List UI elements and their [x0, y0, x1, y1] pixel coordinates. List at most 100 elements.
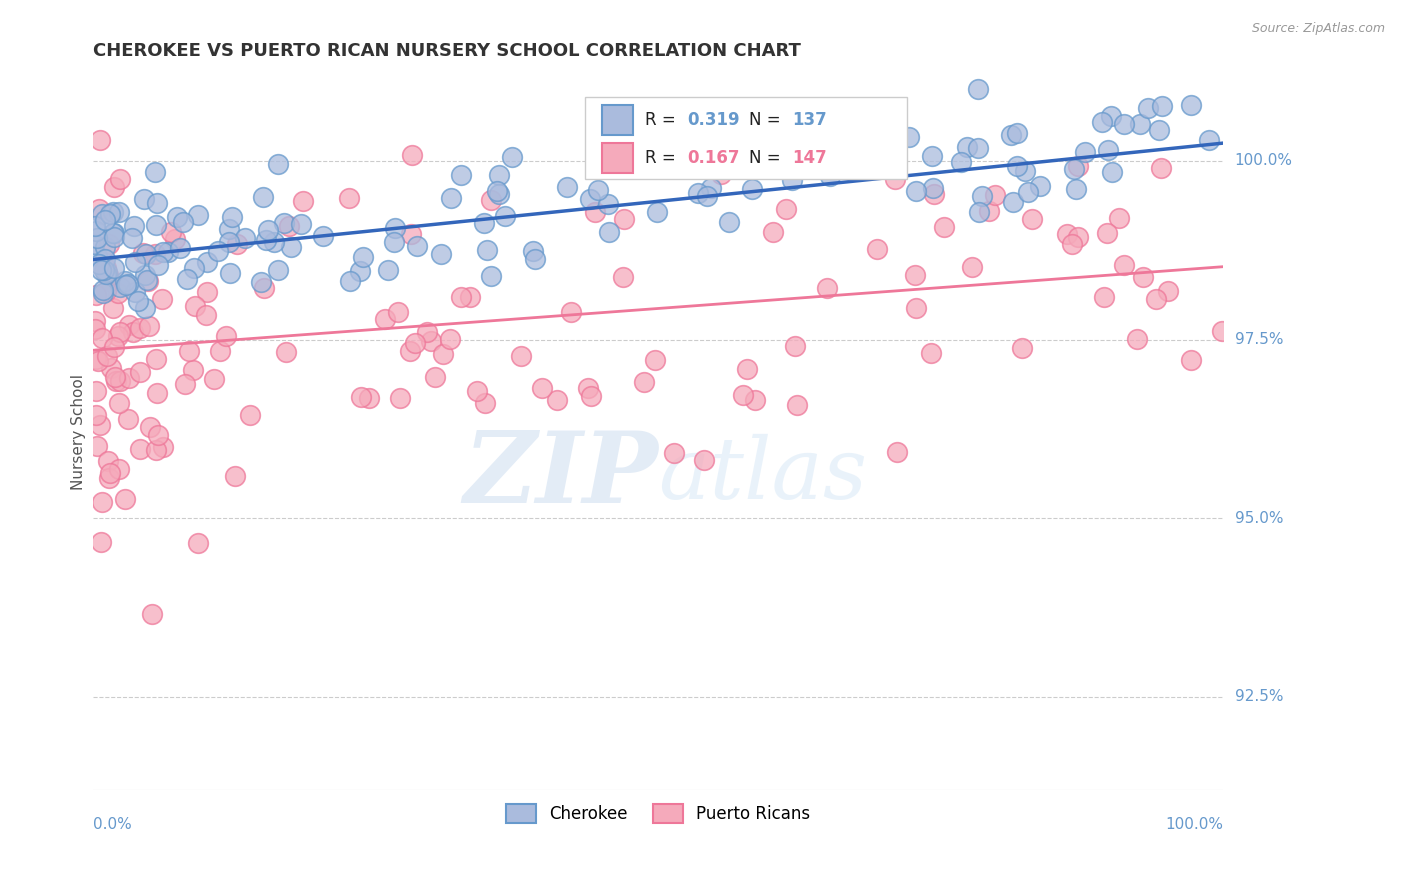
- Point: [97, 268, 120, 282]
- Point: [107, 286, 129, 301]
- Point: [598, 226, 620, 240]
- Point: [91, 285, 114, 300]
- Point: [384, 220, 406, 235]
- Text: R =: R =: [645, 111, 681, 128]
- Point: [274, 345, 297, 359]
- Point: [1060, 236, 1083, 251]
- Text: 147: 147: [792, 149, 827, 168]
- Point: [934, 219, 956, 234]
- Point: [139, 420, 162, 434]
- Point: [401, 147, 423, 161]
- Point: [1097, 143, 1119, 157]
- Point: [440, 191, 463, 205]
- Point: [93, 263, 115, 277]
- Point: [84, 224, 107, 238]
- Point: [145, 352, 167, 367]
- Point: [183, 260, 205, 275]
- Point: [132, 193, 155, 207]
- Point: [118, 318, 141, 333]
- Point: [823, 142, 845, 156]
- Point: [98, 236, 121, 251]
- Point: [439, 332, 461, 346]
- Text: 97.5%: 97.5%: [1234, 332, 1284, 347]
- Point: [141, 607, 163, 622]
- Point: [700, 181, 723, 195]
- Point: [117, 277, 139, 292]
- Point: [89, 202, 111, 217]
- Point: [1017, 185, 1039, 199]
- Point: [107, 329, 129, 343]
- Point: [103, 226, 125, 240]
- Point: [970, 189, 993, 203]
- Point: [579, 389, 602, 403]
- Point: [93, 252, 115, 266]
- Point: [962, 260, 984, 275]
- Point: [337, 191, 360, 205]
- Point: [103, 230, 125, 244]
- Point: [693, 452, 716, 467]
- Text: Source: ZipAtlas.com: Source: ZipAtlas.com: [1251, 22, 1385, 36]
- Point: [84, 408, 107, 422]
- Point: [922, 180, 945, 194]
- Point: [430, 247, 453, 261]
- Point: [737, 362, 759, 376]
- Point: [108, 171, 131, 186]
- Point: [583, 204, 606, 219]
- Point: [612, 270, 634, 285]
- Point: [254, 233, 277, 247]
- Point: [194, 308, 217, 322]
- Point: [560, 305, 582, 319]
- Point: [866, 242, 889, 256]
- Point: [598, 197, 620, 211]
- Point: [174, 377, 197, 392]
- Point: [250, 275, 273, 289]
- Point: [108, 396, 131, 410]
- Text: ZIP: ZIP: [464, 427, 658, 524]
- FancyBboxPatch shape: [602, 144, 634, 173]
- Point: [1056, 227, 1078, 241]
- Point: [775, 202, 797, 217]
- Point: [920, 346, 942, 360]
- Point: [1198, 133, 1220, 147]
- Point: [579, 192, 602, 206]
- Point: [290, 218, 312, 232]
- Point: [710, 167, 733, 181]
- Point: [967, 205, 990, 219]
- Point: [904, 301, 927, 315]
- Point: [207, 244, 229, 258]
- Point: [124, 285, 146, 300]
- Point: [160, 226, 183, 240]
- Point: [884, 172, 907, 186]
- Point: [546, 392, 568, 407]
- Point: [98, 466, 121, 480]
- Point: [280, 240, 302, 254]
- Point: [100, 361, 122, 376]
- Point: [1091, 115, 1114, 129]
- FancyBboxPatch shape: [602, 104, 634, 135]
- Point: [1180, 352, 1202, 367]
- Point: [145, 386, 167, 401]
- Point: [93, 213, 115, 227]
- Point: [263, 235, 285, 249]
- Point: [166, 210, 188, 224]
- Point: [904, 268, 927, 282]
- Point: [128, 442, 150, 456]
- Text: 92.5%: 92.5%: [1234, 690, 1284, 705]
- Point: [90, 207, 112, 221]
- Point: [1001, 194, 1024, 209]
- Point: [359, 391, 381, 405]
- Point: [101, 226, 124, 240]
- Point: [1063, 162, 1085, 177]
- Point: [122, 325, 145, 339]
- Point: [172, 215, 194, 229]
- Point: [90, 263, 112, 277]
- Text: 137: 137: [792, 111, 827, 128]
- Legend: Cherokee, Puerto Ricans: Cherokee, Puerto Ricans: [498, 796, 818, 831]
- Point: [406, 238, 429, 252]
- Point: [86, 249, 108, 263]
- Point: [1112, 258, 1135, 272]
- Point: [152, 441, 174, 455]
- Point: [165, 232, 187, 246]
- Point: [1066, 159, 1088, 173]
- Point: [267, 156, 290, 170]
